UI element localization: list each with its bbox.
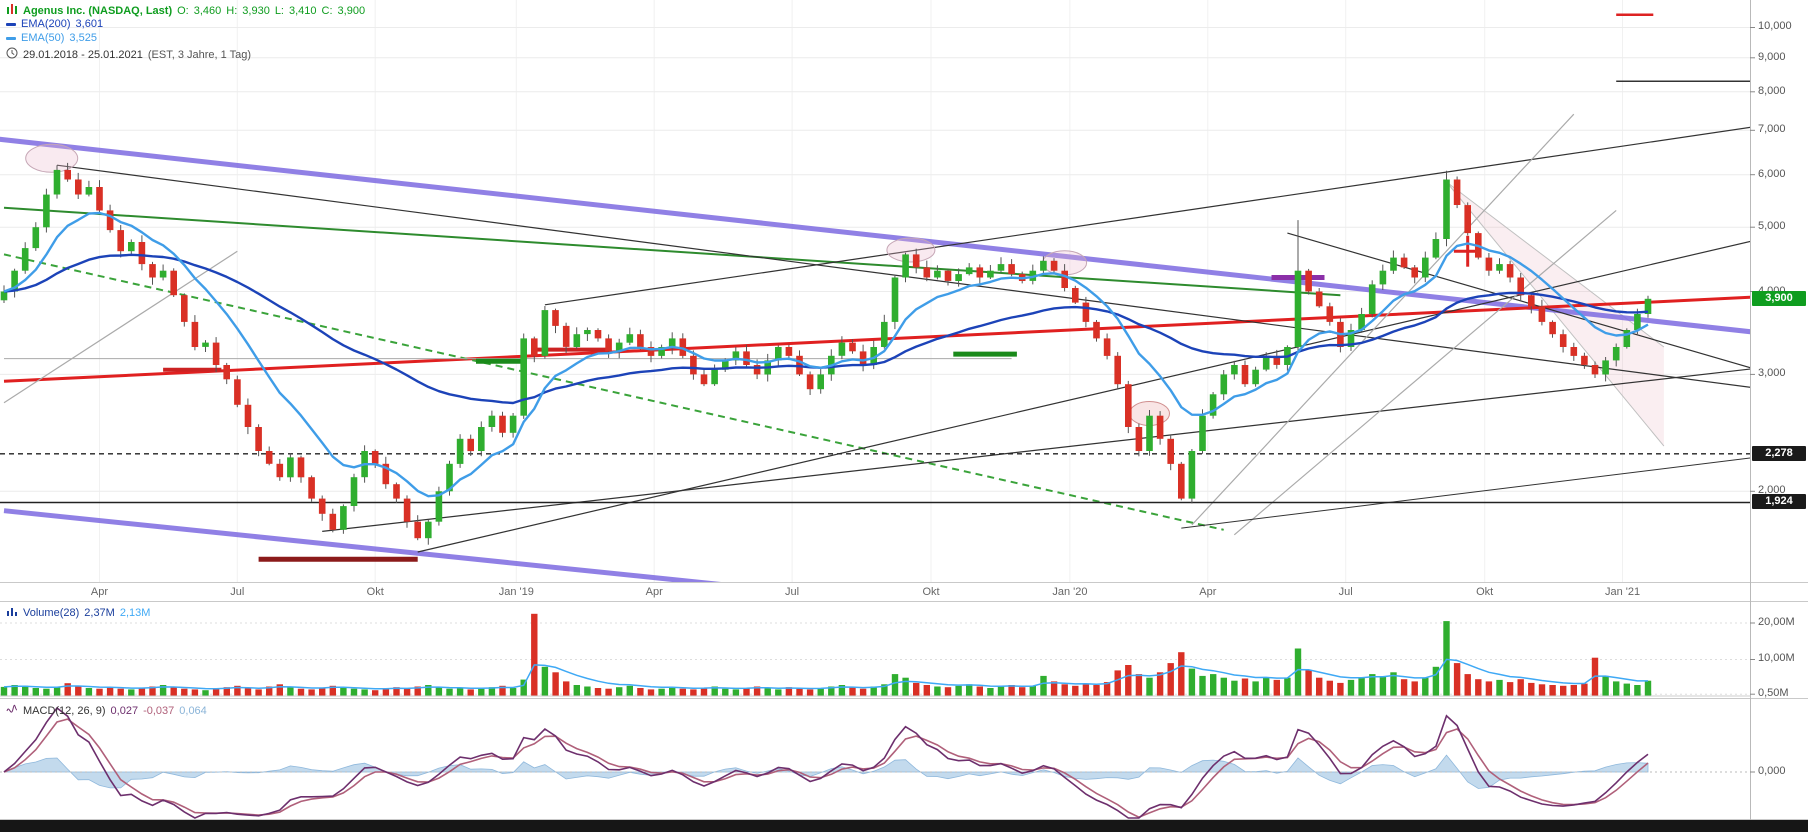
- high-label: H:: [226, 4, 238, 17]
- macd-icon: [6, 703, 18, 718]
- window-bottom-bar: [0, 820, 1808, 832]
- volume-icon: [6, 605, 18, 620]
- timeframe-legend: 29.01.2018 - 25.01.2021 (EST, 3 Jahre, 1…: [6, 47, 251, 62]
- low-label: L:: [274, 4, 284, 17]
- price-legend: Agenus Inc. (NASDAQ, Last) O: 3,460 H: 3…: [6, 3, 365, 18]
- ema200-value: 3,601: [75, 18, 104, 30]
- close-value: 3,900: [337, 4, 366, 17]
- instrument-icon: [6, 3, 18, 18]
- clock-icon: [6, 47, 18, 62]
- macd-value: 0,027: [110, 704, 139, 717]
- open-value: 3,460: [193, 4, 222, 17]
- ema50-value: 3,525: [69, 32, 97, 44]
- macd-label: MACD(12, 26, 9): [23, 704, 106, 717]
- close-label: C:: [321, 4, 333, 17]
- volume-legend: Volume(28) 2,37M 2,13M: [6, 605, 150, 620]
- ema200-swatch-icon: [6, 22, 16, 26]
- volume-ma-value: 2,13M: [119, 606, 151, 619]
- ema200-label: EMA(200): [21, 18, 71, 30]
- ema50-legend: EMA(50) 3,525: [6, 32, 97, 44]
- macd-signal-value: -0,037: [143, 704, 175, 717]
- ema200-legend: EMA(200) 3,601: [6, 18, 103, 30]
- range-meta: (EST, 3 Jahre, 1 Tag): [147, 48, 252, 61]
- volume-current-value: 2,37M: [84, 606, 115, 619]
- low-value: 3,410: [289, 4, 317, 17]
- volume-label: Volume(28): [23, 606, 80, 619]
- instrument-title: Agenus Inc. (NASDAQ, Last): [23, 4, 173, 17]
- macd-legend: MACD(12, 26, 9) 0,027 -0,037 0,064: [6, 703, 207, 718]
- ema50-label: EMA(50): [21, 32, 65, 44]
- macd-hist-value: 0,064: [179, 704, 207, 717]
- open-label: O:: [177, 4, 189, 17]
- ema50-swatch-icon: [6, 36, 16, 40]
- date-range: 29.01.2018 - 25.01.2021: [23, 48, 143, 61]
- high-value: 3,930: [242, 4, 270, 17]
